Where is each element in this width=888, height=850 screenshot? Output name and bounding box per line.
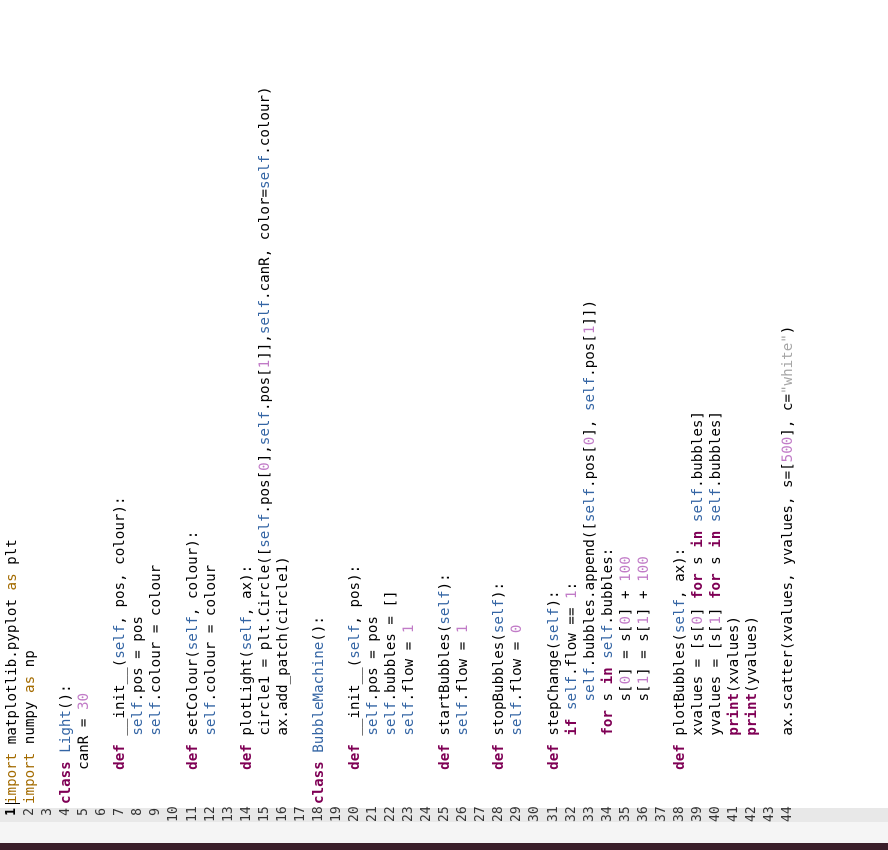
line-number: 12 (202, 806, 218, 822)
line-code: for s in self.bubbles: (599, 547, 616, 736)
line-code: def setColour(self, colour): (184, 530, 201, 770)
line-number: 37 (653, 806, 669, 822)
line-number: 19 (328, 806, 344, 822)
line-code: self.bubbles = [] (383, 590, 400, 736)
line-number: 11 (184, 806, 200, 822)
line-number: 28 (491, 806, 507, 822)
line-number: 14 (238, 806, 254, 822)
line-code: def stopBubbles(self): (491, 581, 508, 770)
line-number: 3 (40, 808, 56, 816)
line-code: class BubbleMachine(): (310, 616, 327, 804)
line-number: 18 (310, 806, 326, 822)
line-code: def startBubbles(self): (437, 573, 454, 770)
line-code: canR = 30 (76, 692, 93, 804)
line-number: 35 (617, 806, 633, 822)
line-number: 42 (744, 806, 760, 822)
line-number: 30 (527, 806, 543, 822)
line-number: 27 (473, 806, 489, 822)
line-code: s[0] = s[0] + 100 (617, 556, 634, 804)
code-editor[interactable]: 1 import matplotlib.pyplot as plt 2 import … (0, 0, 888, 822)
line-number: 23 (401, 806, 417, 822)
line-code: import numpy as np (22, 650, 39, 804)
line-number: 15 (256, 806, 272, 822)
line-code: circle1 = plt.Circle([self.pos[0],self.p… (256, 86, 273, 804)
line-number: 36 (635, 806, 651, 822)
line-number: 13 (220, 806, 236, 822)
line-code: def plotLight(self, ax): (238, 564, 255, 770)
line-number: 2 (22, 808, 38, 816)
line-number: 26 (455, 806, 471, 822)
line-code: self.colour = colour (202, 564, 219, 736)
line-code: xvalues = [s[0] for s in self.bubbles] (689, 411, 706, 804)
line-number: 17 (292, 806, 308, 822)
line-code: self.flow = 1 (455, 624, 472, 736)
line-code: def __init__(self, pos): (346, 564, 363, 770)
line-number: 38 (671, 806, 687, 822)
line-number: 9 (148, 808, 164, 816)
line-code: if self.flow == 1: (563, 581, 580, 736)
line-code: self.flow = 1 (401, 624, 418, 736)
line-number: 22 (383, 806, 399, 822)
line-number: 10 (166, 806, 182, 822)
line-code: self.pos = pos (365, 616, 381, 736)
line-number: 21 (365, 806, 380, 822)
line-number: 7 (112, 808, 128, 816)
line-code: print(yvalues) (744, 616, 761, 736)
line-code: def __init__(self, pos, colour): (112, 496, 129, 770)
line-code: import matplotlib.pyplot as plt (4, 539, 20, 804)
line-number: 1 (4, 808, 19, 816)
line-number: 20 (346, 806, 362, 822)
line-code: class Light(): (58, 684, 75, 804)
line-code: def plotBubbles(self, ax): (671, 547, 688, 770)
line-number: 33 (581, 806, 597, 822)
line-code: self.pos = pos (130, 616, 147, 736)
line-number: 4 (58, 808, 74, 816)
line-code: self.bubbles.append([self.pos[0], self.p… (581, 299, 598, 702)
line-number: 31 (545, 806, 561, 822)
line-number: 25 (437, 806, 453, 822)
line-number: 41 (726, 806, 741, 822)
line-number: 8 (130, 808, 146, 816)
line-code: print(xvalues) (726, 616, 742, 736)
line-number: 39 (689, 806, 705, 822)
line-number: 6 (94, 808, 110, 816)
line-code: s[1] = s[1] + 100 (635, 556, 652, 804)
line-code: ax.scatter(xvalues, yvalues, s=[500], c=… (780, 325, 797, 804)
line-number: 40 (707, 806, 723, 822)
line-number: 16 (274, 806, 290, 822)
line-code: ax.add_patch(circle1) (274, 556, 291, 804)
line-code: def stepChange(self): (545, 590, 562, 770)
line-number: 5 (76, 808, 92, 816)
line-number: 34 (599, 806, 615, 822)
line-number: 44 (780, 806, 796, 822)
line-number: 43 (762, 806, 778, 822)
line-code: yvalues = [s[1] for s in self.bubbles] (707, 411, 724, 804)
line-code: self.colour = colour (148, 564, 165, 736)
line-number: 32 (563, 806, 579, 822)
line-code: self.flow = 0 (509, 624, 526, 736)
window-edge (0, 843, 888, 850)
line-number: 29 (509, 806, 525, 822)
line-number: 24 (419, 806, 435, 822)
